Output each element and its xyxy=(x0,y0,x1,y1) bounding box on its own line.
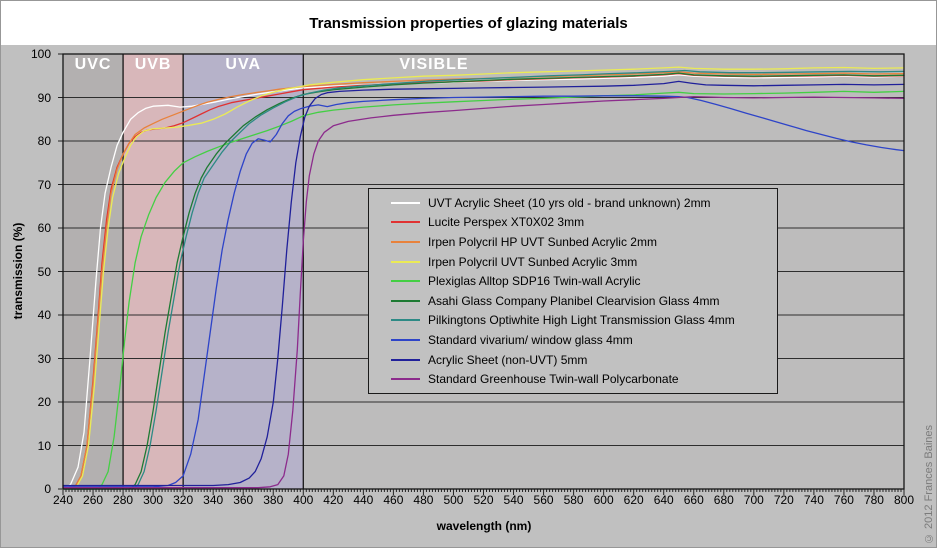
x-tick-label: 480 xyxy=(413,493,434,507)
chart-title: Transmission properties of glazing mater… xyxy=(309,14,628,32)
legend-label: Standard vivarium/ window glass 4mm xyxy=(428,332,633,347)
region-label-uva: UVA xyxy=(225,56,261,73)
x-tick-label: 500 xyxy=(443,493,464,507)
x-tick-label: 640 xyxy=(653,493,674,507)
x-tick-label: 580 xyxy=(563,493,584,507)
series-line-2 xyxy=(62,71,905,490)
legend-item: Lucite Perspex XT0X02 3mm xyxy=(391,213,771,233)
legend-item: Acrylic Sheet (non-UVT) 5mm xyxy=(391,350,771,370)
x-tick-label: 320 xyxy=(173,493,194,507)
legend-label: Irpen Polycril UVT Sunbed Acrylic 3mm xyxy=(428,254,638,269)
series-line-8 xyxy=(62,80,905,487)
y-axis-title: transmission (%) xyxy=(11,222,25,320)
legend-swatch xyxy=(391,338,420,341)
legend-swatch xyxy=(391,201,420,204)
region-label-uvc: UVC xyxy=(74,56,112,73)
x-tick-label: 680 xyxy=(713,493,734,507)
y-tick-label: 50 xyxy=(37,264,51,279)
series-line-6 xyxy=(62,69,905,490)
legend-item: Plexiglas Alltop SDP16 Twin-wall Acrylic xyxy=(391,271,771,291)
x-tick-label: 260 xyxy=(83,493,104,507)
plot-border xyxy=(62,53,905,490)
y-tick-label: 80 xyxy=(37,134,51,148)
legend-item: Irpen Polycril UVT Sunbed Acrylic 3mm xyxy=(391,252,771,272)
legend-item: Standard vivarium/ window glass 4mm xyxy=(391,330,771,350)
x-tick-label: 620 xyxy=(623,493,644,507)
x-tick-label: 280 xyxy=(113,493,134,507)
legend-swatch xyxy=(391,260,420,263)
x-tick-label: 460 xyxy=(383,493,404,507)
x-tick-label: 700 xyxy=(743,493,764,507)
x-tick-label: 340 xyxy=(203,493,224,507)
legend-swatch xyxy=(391,221,420,224)
series-line-4 xyxy=(62,90,905,490)
y-tick-label: 0 xyxy=(44,482,51,496)
y-tick-label: 10 xyxy=(37,438,51,453)
legend-label: Plexiglas Alltop SDP16 Twin-wall Acrylic xyxy=(428,274,641,289)
y-tick-label: 20 xyxy=(37,395,51,409)
legend-label: Standard Greenhouse Twin-wall Polycarbon… xyxy=(428,372,679,387)
x-tick-label: 780 xyxy=(863,493,884,507)
legend-label: Acrylic Sheet (non-UVT) 5mm xyxy=(428,352,588,367)
legend-swatch xyxy=(391,241,420,244)
x-tick-label: 400 xyxy=(293,493,314,507)
x-tick-label: 380 xyxy=(263,493,284,507)
legend-label: Asahi Glass Company Planibel Clearvision… xyxy=(428,293,720,308)
y-tick-label: 70 xyxy=(37,177,51,192)
legend-item: Standard Greenhouse Twin-wall Polycarbon… xyxy=(391,369,771,389)
y-tick-label: 40 xyxy=(37,308,51,322)
legend-label: UVT Acrylic Sheet (10 yrs old - brand un… xyxy=(428,195,711,210)
x-tick-label: 520 xyxy=(473,493,494,507)
y-tick-label: 90 xyxy=(37,90,51,105)
legend-swatch xyxy=(391,358,420,361)
x-tick-label: 740 xyxy=(803,493,824,507)
legend-swatch xyxy=(391,280,420,283)
legend: UVT Acrylic Sheet (10 yrs old - brand un… xyxy=(368,188,778,394)
legend-swatch xyxy=(391,299,420,302)
x-tick-label: 540 xyxy=(503,493,524,507)
x-tick-label: 440 xyxy=(353,493,374,507)
series-line-9 xyxy=(62,95,905,489)
x-tick-label: 720 xyxy=(773,493,794,507)
legend-label: Lucite Perspex XT0X02 3mm xyxy=(428,215,585,230)
legend-label: Irpen Polycril HP UVT Sunbed Acrylic 2mm xyxy=(428,235,657,250)
legend-item: UVT Acrylic Sheet (10 yrs old - brand un… xyxy=(391,193,771,213)
chart-title-strip: Transmission properties of glazing mater… xyxy=(1,1,936,45)
x-tick-label: 240 xyxy=(52,493,74,507)
series-line-3 xyxy=(62,66,905,490)
x-tick-label: 360 xyxy=(233,493,254,507)
y-tick-label: 60 xyxy=(37,221,51,235)
legend-item: Asahi Glass Company Planibel Clearvision… xyxy=(391,291,771,311)
legend-label: Pilkingtons Optiwhite High Light Transmi… xyxy=(428,313,735,328)
region-label-visible: VISIBLE xyxy=(399,56,469,73)
x-tick-label: 760 xyxy=(833,493,854,507)
copyright-note: © 2012 Frances Baines xyxy=(923,424,935,544)
y-tick-label: 30 xyxy=(37,351,51,366)
legend-item: Pilkingtons Optiwhite High Light Transmi… xyxy=(391,311,771,331)
y-tick-label: 100 xyxy=(30,47,51,61)
x-tick-label: 560 xyxy=(533,493,554,507)
x-tick-label: 660 xyxy=(683,493,704,507)
region-label-uvb: UVB xyxy=(134,56,172,73)
x-tick-label: 800 xyxy=(893,493,915,507)
legend-item: Irpen Polycril HP UVT Sunbed Acrylic 2mm xyxy=(391,232,771,252)
legend-swatch xyxy=(391,319,420,322)
x-axis-title: wavelength (nm) xyxy=(436,519,532,533)
x-tick-label: 600 xyxy=(593,493,614,507)
series-line-7 xyxy=(62,95,905,488)
x-tick-label: 420 xyxy=(323,493,344,507)
legend-swatch xyxy=(391,378,420,381)
x-tick-label: 300 xyxy=(143,493,164,507)
